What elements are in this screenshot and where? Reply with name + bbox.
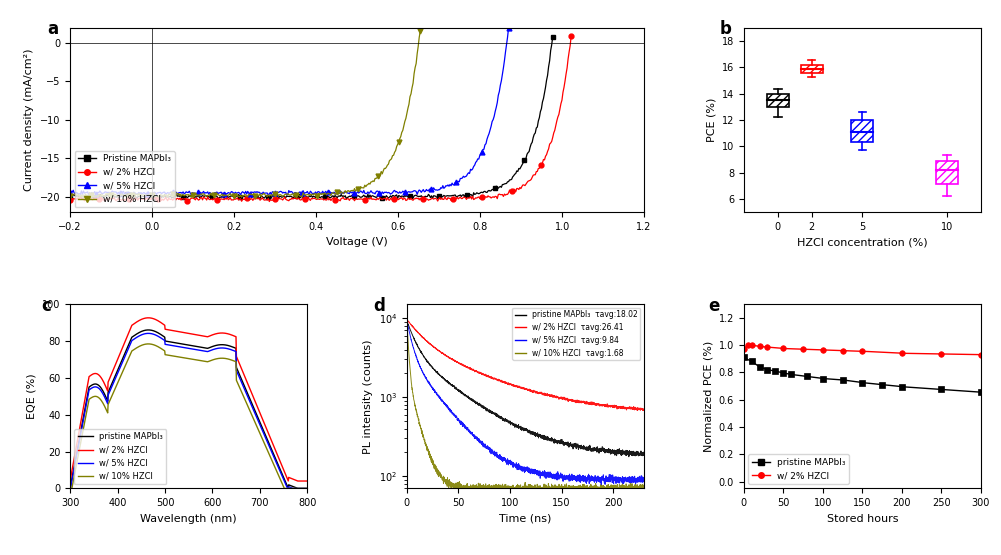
Text: c: c	[42, 297, 51, 315]
X-axis label: Stored hours: Stored hours	[827, 514, 898, 524]
Y-axis label: Current density (mA/cm²): Current density (mA/cm²)	[24, 49, 34, 191]
Bar	[936, 162, 958, 184]
Y-axis label: PL intensity (counts): PL intensity (counts)	[363, 339, 373, 453]
Text: e: e	[708, 297, 720, 315]
Text: d: d	[373, 297, 385, 315]
Y-axis label: EQE (%): EQE (%)	[26, 374, 36, 419]
Y-axis label: Normalized PCE (%): Normalized PCE (%)	[703, 341, 713, 452]
Legend: pristine MAPbI₃  τavg:18.02, w/ 2% HZCl  τavg:26.41, w/ 5% HZCl  τavg:9.84, w/ 1: pristine MAPbI₃ τavg:18.02, w/ 2% HZCl τ…	[513, 308, 641, 360]
Legend: pristine MAPbI₃, w/ 2% HZCl: pristine MAPbI₃, w/ 2% HZCl	[749, 454, 849, 484]
X-axis label: Time (ns): Time (ns)	[499, 514, 552, 524]
Text: a: a	[47, 21, 58, 38]
Bar	[801, 65, 823, 73]
Legend: pristine MAPbI₃, w/ 2% HZCl, w/ 5% HZCl, w/ 10% HZCl: pristine MAPbI₃, w/ 2% HZCl, w/ 5% HZCl,…	[74, 429, 166, 484]
X-axis label: HZCl concentration (%): HZCl concentration (%)	[797, 238, 928, 248]
X-axis label: Wavelength (nm): Wavelength (nm)	[140, 514, 237, 524]
Bar	[852, 120, 874, 142]
Y-axis label: PCE (%): PCE (%)	[706, 98, 716, 142]
Text: b: b	[720, 21, 732, 38]
X-axis label: Voltage (V): Voltage (V)	[326, 238, 388, 248]
Bar	[767, 94, 789, 107]
Legend: Pristine MAPbI₃, w/ 2% HZCl, w/ 5% HZCl, w/ 10% HZCl: Pristine MAPbI₃, w/ 2% HZCl, w/ 5% HZCl,…	[75, 151, 175, 208]
